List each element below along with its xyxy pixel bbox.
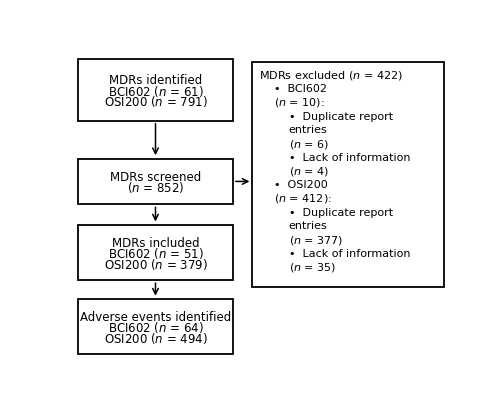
Text: MDRs identified: MDRs identified (109, 74, 202, 87)
Text: entries: entries (289, 125, 328, 135)
Bar (78, 225, 233, 281)
Bar (78, 159, 233, 205)
Text: ($n$ = 852): ($n$ = 852) (127, 180, 184, 195)
Bar (78, 299, 233, 355)
Text: MDRs excluded ($n$ = 422): MDRs excluded ($n$ = 422) (260, 69, 403, 82)
Text: MDRs included: MDRs included (112, 236, 200, 249)
Text: ($n$ = 35): ($n$ = 35) (289, 261, 336, 274)
Bar (252, 63, 444, 287)
Text: BCI602 ($n$ = 61): BCI602 ($n$ = 61) (108, 83, 204, 98)
Text: OSI200 ($n$ = 494): OSI200 ($n$ = 494) (104, 330, 208, 345)
Text: •  Lack of information: • Lack of information (289, 248, 410, 258)
Text: •  BCI602: • BCI602 (274, 84, 327, 94)
Text: Adverse events identified: Adverse events identified (80, 310, 231, 323)
Text: OSI200 ($n$ = 791): OSI200 ($n$ = 791) (104, 94, 208, 109)
Text: •  Duplicate report: • Duplicate report (289, 207, 393, 217)
Bar (78, 60, 233, 121)
Text: BCI602 ($n$ = 64): BCI602 ($n$ = 64) (108, 319, 204, 335)
Text: ($n$ = 4): ($n$ = 4) (289, 165, 329, 178)
Text: ($n$ = 377): ($n$ = 377) (289, 233, 343, 246)
Text: BCI602 ($n$ = 51): BCI602 ($n$ = 51) (108, 245, 204, 261)
Text: OSI200 ($n$ = 379): OSI200 ($n$ = 379) (104, 256, 208, 271)
Text: ($n$ = 6): ($n$ = 6) (289, 137, 329, 150)
Text: ($n$ = 412):: ($n$ = 412): (274, 192, 332, 205)
Text: entries: entries (289, 221, 328, 231)
Text: ($n$ = 10):: ($n$ = 10): (274, 96, 324, 109)
Text: MDRs screened: MDRs screened (110, 171, 201, 183)
Text: •  OSI200: • OSI200 (274, 180, 328, 190)
Text: •  Lack of information: • Lack of information (289, 153, 410, 162)
Text: •  Duplicate report: • Duplicate report (289, 111, 393, 121)
